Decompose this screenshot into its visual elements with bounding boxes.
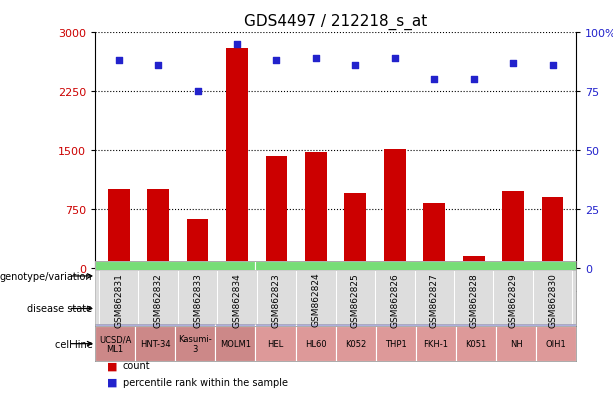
- Bar: [414, 271, 454, 324]
- Text: GSM862833: GSM862833: [193, 272, 202, 327]
- Text: count: count: [123, 361, 150, 370]
- Bar: [424, 203, 445, 268]
- Text: GSM862823: GSM862823: [272, 272, 281, 327]
- Bar: [226, 49, 248, 268]
- Text: HL60: HL60: [305, 339, 326, 348]
- Bar: [536, 326, 576, 361]
- Point: [547, 63, 557, 69]
- Bar: [463, 256, 484, 268]
- Text: K051: K051: [465, 339, 487, 348]
- Point: [508, 60, 518, 67]
- Bar: [533, 271, 573, 324]
- Bar: [135, 326, 175, 361]
- Bar: [178, 271, 217, 324]
- Bar: [416, 326, 456, 361]
- Text: FKH-1: FKH-1: [424, 339, 448, 348]
- Text: acute myeloid leukemia: acute myeloid leukemia: [97, 304, 214, 314]
- Text: Kasumi-
3: Kasumi- 3: [178, 335, 212, 353]
- Point: [429, 77, 439, 83]
- Text: percentile rank within the sample: percentile rank within the sample: [123, 377, 287, 387]
- Text: CML in
blast
crisis: CML in blast crisis: [221, 294, 249, 323]
- Bar: [175, 326, 215, 361]
- Point: [114, 58, 124, 64]
- Bar: [295, 326, 336, 361]
- Text: GSM862830: GSM862830: [548, 272, 557, 327]
- Bar: [296, 271, 336, 324]
- Point: [272, 58, 281, 64]
- Text: GSM862834: GSM862834: [232, 272, 242, 327]
- Text: genotype/variation: genotype/variation: [0, 271, 93, 281]
- Text: EVI1 low: EVI1 low: [395, 271, 436, 281]
- Text: ■: ■: [107, 377, 118, 387]
- Bar: [95, 261, 256, 291]
- Bar: [496, 326, 536, 361]
- Bar: [217, 271, 257, 324]
- Bar: [493, 271, 533, 324]
- Text: GSM862827: GSM862827: [430, 272, 439, 327]
- Text: disease state: disease state: [28, 304, 93, 314]
- Bar: [384, 149, 406, 268]
- Bar: [265, 157, 287, 268]
- Text: MOLM1: MOLM1: [220, 339, 251, 348]
- Text: cell line: cell line: [55, 339, 93, 349]
- Bar: [336, 326, 376, 361]
- Text: OIH1: OIH1: [546, 339, 566, 348]
- Bar: [336, 271, 375, 324]
- Bar: [454, 271, 493, 324]
- Bar: [257, 271, 296, 324]
- Bar: [215, 326, 256, 361]
- Bar: [256, 261, 576, 291]
- Text: UCSD/A
ML1: UCSD/A ML1: [99, 335, 131, 353]
- Text: K052: K052: [345, 339, 367, 348]
- Text: GSM862826: GSM862826: [390, 272, 399, 327]
- Bar: [99, 271, 139, 324]
- Bar: [305, 153, 327, 268]
- Bar: [95, 326, 135, 361]
- Text: erythrol
eukemia: erythrol eukemia: [257, 299, 294, 318]
- Bar: [215, 291, 256, 326]
- Text: GSM862828: GSM862828: [469, 272, 478, 327]
- Text: GSM862831: GSM862831: [114, 272, 123, 327]
- Bar: [95, 291, 215, 326]
- Text: GSM862829: GSM862829: [509, 272, 517, 327]
- Point: [192, 89, 202, 95]
- Point: [311, 56, 321, 62]
- Text: GSM862832: GSM862832: [154, 272, 162, 327]
- Bar: [187, 220, 208, 268]
- Bar: [456, 326, 496, 361]
- Bar: [108, 190, 129, 268]
- Bar: [256, 326, 295, 361]
- Point: [232, 42, 242, 48]
- Text: HNT-34: HNT-34: [140, 339, 170, 348]
- Text: acute myeloid leukemia: acute myeloid leukemia: [378, 304, 494, 314]
- Point: [469, 77, 479, 83]
- Bar: [139, 271, 178, 324]
- Text: THP1: THP1: [385, 339, 406, 348]
- Bar: [256, 291, 295, 326]
- Text: HEL: HEL: [267, 339, 284, 348]
- Point: [390, 56, 400, 62]
- Text: NH: NH: [509, 339, 522, 348]
- Text: ■: ■: [107, 361, 118, 370]
- Text: GSM862824: GSM862824: [311, 272, 321, 327]
- Point: [153, 63, 163, 69]
- Bar: [502, 192, 524, 268]
- Bar: [542, 198, 563, 268]
- Text: GSM862825: GSM862825: [351, 272, 360, 327]
- Bar: [375, 271, 414, 324]
- Point: [351, 63, 360, 69]
- Bar: [376, 326, 416, 361]
- Title: GDS4497 / 212218_s_at: GDS4497 / 212218_s_at: [244, 14, 427, 30]
- Text: EVI1 high: EVI1 high: [152, 271, 199, 281]
- Bar: [345, 194, 366, 268]
- Bar: [147, 190, 169, 268]
- Bar: [295, 291, 576, 326]
